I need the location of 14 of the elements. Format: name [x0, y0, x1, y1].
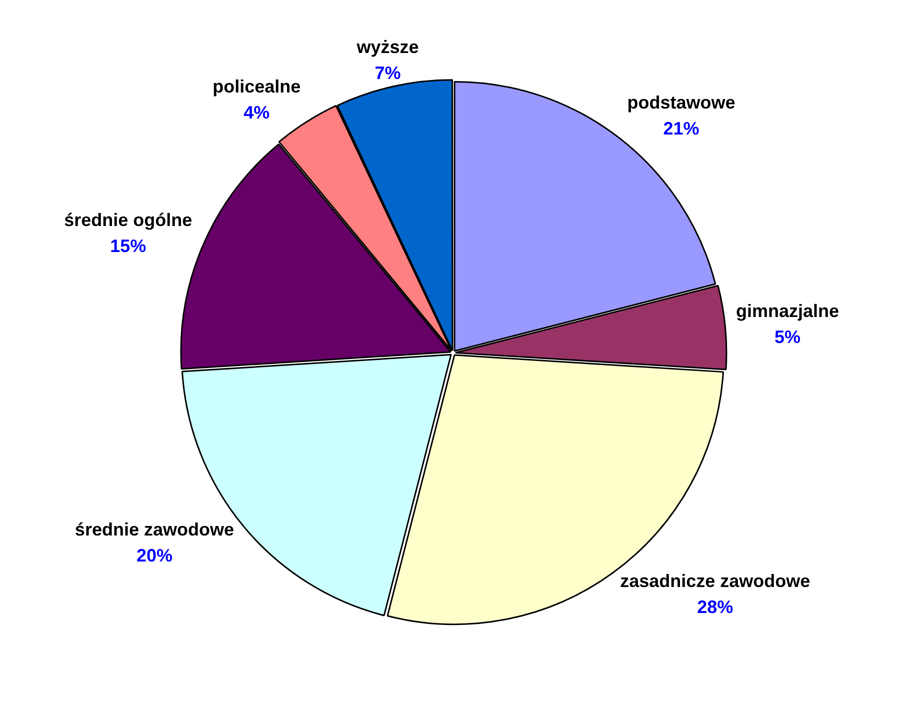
slice-label: policealne — [212, 76, 301, 96]
slice-label: średnie ogólne — [64, 210, 192, 230]
slice-label: średnie zawodowe — [74, 520, 234, 540]
data-label: 5% — [774, 326, 801, 347]
slice-label: zasadnicze zawodowe — [620, 571, 810, 592]
slice-label: wyższe — [356, 36, 419, 57]
data-label: 20% — [136, 546, 172, 566]
data-label: 7% — [374, 62, 401, 83]
slice-label: gimnazjalne — [736, 300, 840, 321]
data-label: 21% — [663, 118, 700, 139]
data-label: 4% — [244, 102, 270, 122]
slice-label: podstawowe — [627, 92, 736, 113]
data-label: 15% — [110, 236, 146, 256]
data-label: 28% — [697, 597, 734, 618]
